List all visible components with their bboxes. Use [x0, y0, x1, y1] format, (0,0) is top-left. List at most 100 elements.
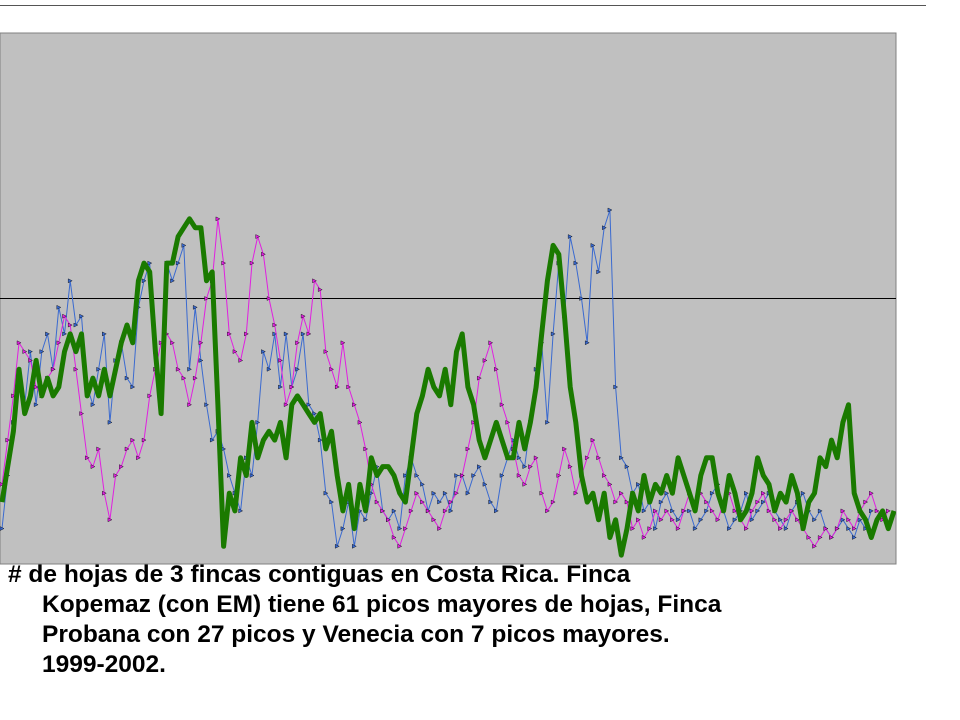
- series-2-point: [460, 473, 465, 478]
- series-2-point: [817, 535, 823, 540]
- series-2-point: [130, 437, 136, 443]
- series-2-point: [244, 331, 249, 337]
- series-2-point: [403, 526, 408, 531]
- series-1-point: [278, 384, 283, 390]
- series-1-point: [687, 508, 692, 514]
- series-2-point: [340, 340, 346, 346]
- series-1-point: [704, 508, 709, 514]
- series-1-point: [692, 526, 698, 531]
- series-2-point: [283, 402, 289, 408]
- series-2-point: [329, 366, 334, 372]
- series-2-point: [715, 517, 721, 523]
- series-1-point: [482, 482, 488, 487]
- series-2-point: [232, 349, 238, 354]
- series-2-point: [709, 508, 715, 514]
- series-2-point: [494, 366, 499, 372]
- series-2-point: [886, 508, 891, 514]
- series-2-point: [79, 411, 84, 416]
- series-1-point: [45, 331, 50, 337]
- series-2-point: [420, 499, 425, 505]
- series-2-point: [175, 366, 181, 372]
- series-2-point: [471, 420, 477, 425]
- caption-line-4: 1999-2002.: [42, 651, 166, 678]
- series-1-point: [62, 331, 67, 337]
- series-1-point: [0, 526, 5, 531]
- top-rule: [0, 5, 926, 6]
- series-1-point: [783, 526, 789, 531]
- series-1-point: [658, 499, 664, 505]
- series-1-point: [261, 349, 266, 354]
- series-2-point: [778, 526, 783, 531]
- series-2-point: [613, 499, 619, 505]
- series-2-point: [431, 517, 437, 523]
- series-2-point: [192, 375, 198, 381]
- series-2-point: [408, 508, 414, 514]
- series-1-point: [437, 499, 442, 505]
- series-1-point: [670, 508, 675, 514]
- series-2-point: [312, 278, 317, 284]
- series-2-point: [227, 331, 232, 337]
- series-1-point: [709, 490, 715, 496]
- series-1-point: [846, 526, 851, 531]
- series-1-point: [340, 526, 346, 531]
- series-1-point: [698, 517, 704, 523]
- series-2-point: [567, 464, 573, 469]
- series-1-point: [431, 490, 437, 496]
- series-2-point: [545, 508, 550, 514]
- series-1-point: [636, 482, 641, 487]
- series-1-point: [442, 490, 448, 496]
- series-2-point: [113, 473, 119, 478]
- series-1-point: [90, 402, 96, 408]
- series-2-point: [187, 402, 192, 408]
- series-2-point: [22, 349, 28, 354]
- series-2-point: [102, 490, 107, 496]
- series-2-point: [158, 340, 164, 346]
- series-2-point: [289, 384, 295, 390]
- series-1-point: [624, 464, 630, 469]
- series-2-point: [363, 446, 369, 452]
- series-2-point: [107, 517, 113, 523]
- series-1-point: [227, 473, 232, 478]
- series-2-point: [448, 499, 454, 505]
- series-1-point: [602, 225, 607, 231]
- series-1-point: [545, 420, 550, 425]
- series-1-point: [840, 517, 846, 523]
- series-1-point: [147, 260, 153, 266]
- series-2-point: [323, 349, 329, 354]
- series-2-point: [73, 366, 79, 372]
- series-1-point: [79, 313, 84, 319]
- series-2-point: [528, 464, 533, 469]
- series-2-point: [624, 499, 630, 505]
- series-1-point: [312, 411, 317, 416]
- series-1-point: [210, 437, 215, 443]
- series-1-point: [141, 278, 147, 284]
- series-2-point: [477, 375, 482, 381]
- series-2-point: [300, 313, 306, 319]
- series-2-point: [533, 455, 539, 461]
- series-2-point: [170, 340, 175, 346]
- series-1-point: [187, 366, 192, 372]
- series-1-point: [675, 517, 681, 523]
- series-1-point: [494, 508, 499, 514]
- series-1-point: [727, 526, 732, 531]
- series-2-point: [516, 473, 522, 478]
- series-1-point: [352, 543, 357, 549]
- series-1-point: [317, 437, 323, 443]
- series-1-point: [192, 305, 198, 310]
- series-1-point: [607, 207, 613, 213]
- series-1-point: [300, 331, 306, 337]
- series-1-point: [454, 473, 459, 478]
- series-1-point: [295, 366, 300, 372]
- series-2-point: [141, 437, 147, 443]
- series-1-point: [488, 499, 494, 505]
- series-0-line: [0, 216, 896, 558]
- series-2-point: [562, 446, 567, 452]
- series-2-point: [834, 526, 840, 531]
- series-1-point: [198, 358, 204, 363]
- series-1-point: [204, 402, 209, 408]
- series-2-point: [505, 420, 511, 425]
- series-2-point: [761, 490, 766, 496]
- series-1-point: [653, 526, 658, 531]
- series-2-point: [136, 455, 141, 461]
- series-2-point: [278, 358, 283, 363]
